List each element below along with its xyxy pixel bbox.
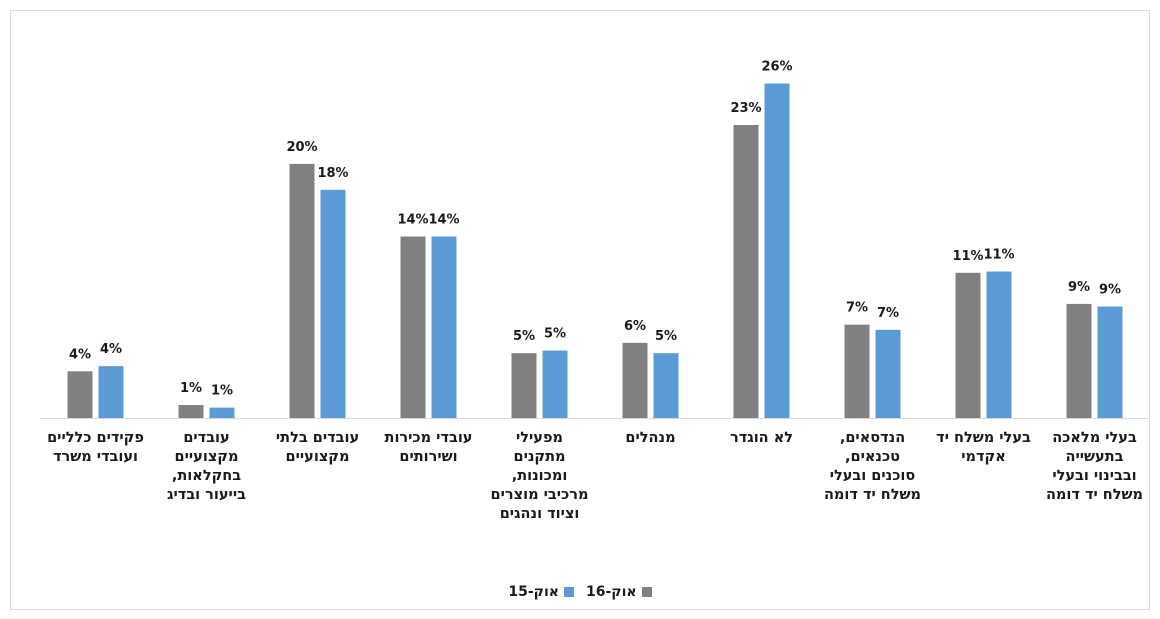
data-label-oct15-5: 5% xyxy=(655,329,677,344)
category-label-6: לא הוגדר xyxy=(729,430,794,446)
bar-oct16-1 xyxy=(178,405,204,418)
category-label-4: מפעילי מתקנים ומכונות, מרכיבי מוצרים וצי… xyxy=(490,430,589,522)
data-label-oct15-4: 5% xyxy=(544,327,566,342)
bar-oct16-4 xyxy=(511,353,537,418)
legend: אוק-16 אוק-15 xyxy=(0,584,1160,600)
legend-item-oct-16: אוק-16 xyxy=(586,584,652,600)
data-label-oct16-9: 9% xyxy=(1068,280,1090,295)
bar-oct15-6 xyxy=(764,83,790,419)
legend-swatch-oct-15 xyxy=(564,587,574,597)
bar-oct16-0 xyxy=(67,371,93,418)
bar-oct15-5 xyxy=(653,353,679,418)
category-label-5: מנהלים xyxy=(625,430,676,446)
data-label-oct15-3: 14% xyxy=(428,213,459,228)
category-label-7: הנדסאים, טכנאים, סוכנים ובעלי משלח יד דו… xyxy=(823,430,922,503)
category-label-9: בעלי מלאכה בתעשייה ובבינוי ובעלי משלח יד… xyxy=(1045,430,1144,503)
data-label-oct15-7: 7% xyxy=(877,306,899,321)
bar-oct15-8 xyxy=(986,271,1012,418)
legend-item-oct-15: אוק-15 xyxy=(508,584,574,600)
data-label-oct15-1: 1% xyxy=(211,384,233,399)
bar-oct16-6 xyxy=(733,125,759,418)
bar-oct15-9 xyxy=(1097,306,1123,418)
category-label-3: עובדי מכירות ושירותים xyxy=(384,430,473,465)
data-label-oct16-3: 14% xyxy=(397,213,428,228)
data-label-oct15-8: 11% xyxy=(983,248,1014,263)
legend-swatch-oct-16 xyxy=(641,587,652,597)
legend-label-oct-16: אוק-16 xyxy=(586,584,637,600)
category-label-0: פקידים כלליים ועובדי משרד xyxy=(47,430,144,465)
data-label-oct16-6: 23% xyxy=(730,101,761,116)
data-label-oct15-2: 18% xyxy=(317,166,348,181)
bar-oct16-8 xyxy=(955,272,981,418)
data-label-oct16-8: 11% xyxy=(952,249,983,264)
data-label-oct16-0: 4% xyxy=(69,347,91,362)
data-label-oct16-5: 6% xyxy=(624,319,646,334)
bar-oct16-5 xyxy=(622,342,648,418)
bar-oct15-4 xyxy=(542,350,568,418)
data-label-oct16-2: 20% xyxy=(286,140,317,155)
bar-oct15-1 xyxy=(209,407,235,418)
data-label-oct16-7: 7% xyxy=(846,301,868,316)
category-label-1: עובדים מקצועיים בחקלאות, בייעור ובדיג xyxy=(167,430,246,503)
data-label-oct15-6: 26% xyxy=(761,60,792,75)
legend-label-oct-15: אוק-15 xyxy=(508,584,559,600)
bar-oct15-0 xyxy=(98,366,124,418)
category-label-8: בעלי משלח יד אקדמי xyxy=(936,430,1031,465)
bar-oct15-2 xyxy=(320,189,346,418)
data-label-oct16-1: 1% xyxy=(180,381,202,396)
bar-oct16-3 xyxy=(400,236,426,418)
data-label-oct16-4: 5% xyxy=(513,329,535,344)
data-label-oct15-9: 9% xyxy=(1099,283,1121,298)
bar-oct16-2 xyxy=(289,163,315,418)
bar-oct16-7 xyxy=(844,324,870,418)
bar-oct15-3 xyxy=(431,236,457,418)
chart-area xyxy=(10,10,1150,610)
bar-oct16-9 xyxy=(1066,303,1092,418)
data-label-oct15-0: 4% xyxy=(100,342,122,357)
category-label-2: עובדים בלתי מקצועיים xyxy=(275,430,360,465)
bar-oct15-7 xyxy=(875,329,901,418)
